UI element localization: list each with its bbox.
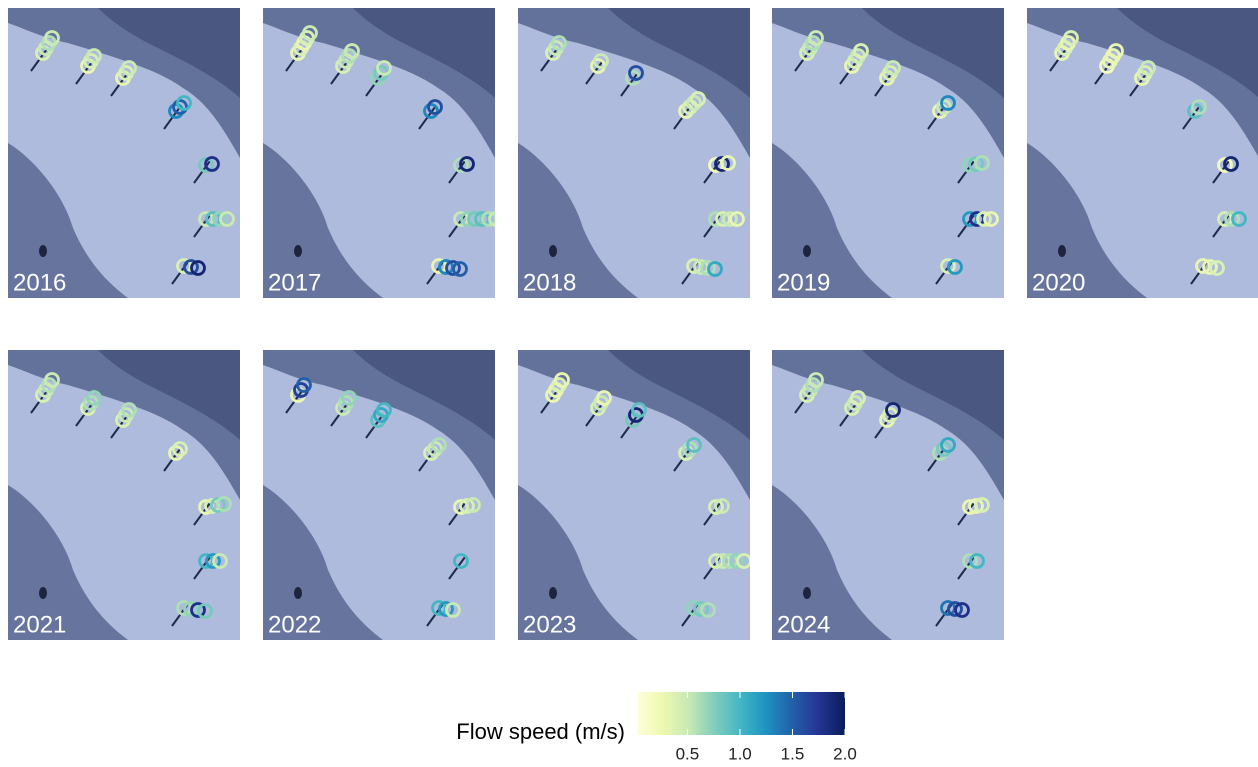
year-label: 2017 [268,269,321,296]
year-label: 2022 [268,611,321,638]
year-label: 2021 [13,611,66,638]
panel: 2022 [263,350,495,640]
panel: 2016 [8,8,240,298]
colorbar [637,692,845,735]
panel: 2020 [1027,8,1258,298]
dark-object [803,587,811,599]
panel: 2021 [8,350,240,640]
panel: 2018 [518,8,750,298]
legend-title: Flow speed (m/s) [456,719,625,744]
colorbar-tick-label: 1.0 [728,744,752,763]
dark-object [549,587,557,599]
dark-object [39,587,47,599]
colorbar-tick-label: 0.5 [676,744,700,763]
dark-object [803,245,811,257]
year-label: 2024 [777,611,830,638]
dark-object [39,245,47,257]
dark-object [549,245,557,257]
dark-object [294,587,302,599]
year-label: 2016 [13,269,66,296]
figure: Flow speed (m/s) 2016 2017 2018 2019 2020 202… [0,0,1258,767]
panel: 2024 [772,350,1004,640]
dark-object [294,245,302,257]
year-label: 2023 [523,611,576,638]
panel: 2019 [772,8,1004,298]
panel: 2023 [518,350,751,640]
year-label: 2019 [777,269,830,296]
colorbar-tick-label: 2.0 [833,744,857,763]
colorbar-tick-label: 1.5 [781,744,805,763]
year-label: 2020 [1032,269,1085,296]
year-label: 2018 [523,269,576,296]
dark-object [1058,245,1066,257]
panel: 2017 [263,8,503,298]
